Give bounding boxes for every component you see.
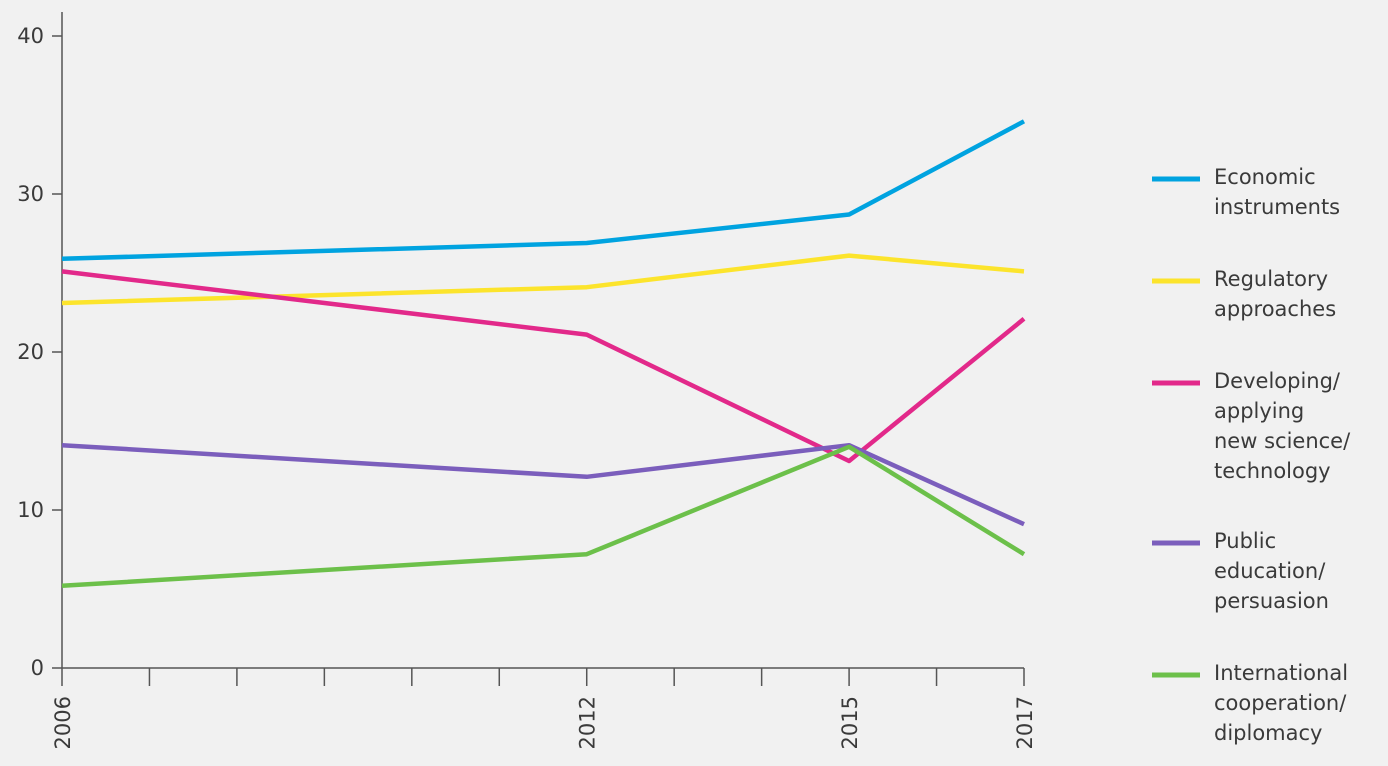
x-tick-label: 2017 [1013, 696, 1037, 749]
legend-label-2: Regulatory approaches [1214, 267, 1336, 321]
x-tick-label: 2006 [51, 696, 75, 749]
y-tick-label: 10 [17, 498, 44, 522]
series-line-3 [61, 269, 1026, 464]
y-tick-label: 0 [31, 656, 44, 680]
series-line-4 [61, 442, 1025, 527]
series-line-2 [61, 253, 1025, 306]
series-line-1 [61, 119, 1026, 262]
legend-label-5: International cooperation/diplomacy [1214, 661, 1348, 745]
legend: Economic instruments Regulatory approaches D… [1152, 165, 1351, 745]
y-tick-label: 40 [17, 24, 44, 48]
x-tick-label: 2012 [576, 696, 600, 749]
series-lines [61, 119, 1026, 589]
y-tick-label: 30 [17, 182, 44, 206]
y-tick-label: 20 [17, 340, 44, 364]
legend-label-4: Public education/persuasion [1214, 529, 1329, 613]
series-line-5 [61, 444, 1026, 589]
x-tick-label: 2015 [838, 696, 862, 749]
legend-label-1: Economic instruments [1214, 165, 1340, 219]
legend-label-3: Developing/applying new science/technolog… [1214, 369, 1351, 483]
axes: 0 10 20 30 40 2006 2012 2015 2017 [17, 12, 1037, 749]
